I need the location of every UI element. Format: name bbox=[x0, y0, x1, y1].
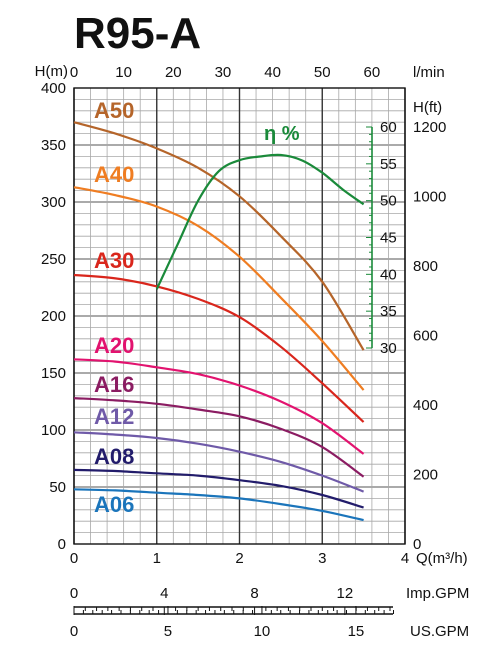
right-axis-tick-label: 400 bbox=[413, 397, 438, 414]
right-axis-tick-label: 800 bbox=[413, 258, 438, 275]
head-curve-a08 bbox=[73, 468, 364, 509]
x-axis-tick-label: 3 bbox=[318, 550, 326, 567]
left-axis-tick-label: 0 bbox=[58, 536, 66, 553]
x-axis-tick-label: 2 bbox=[235, 550, 243, 567]
top-axis-tick-label: 40 bbox=[264, 64, 281, 81]
plot-frame bbox=[73, 87, 406, 545]
curve-label-a16: A16 bbox=[94, 372, 134, 397]
right-axis-tick-label: 600 bbox=[413, 328, 438, 345]
top-axis-tick-label: 20 bbox=[165, 64, 182, 81]
us-gpm-tick-label: 10 bbox=[254, 623, 271, 640]
curve-label-a40: A40 bbox=[94, 162, 134, 187]
us-gpm-tick-label: 5 bbox=[164, 623, 172, 640]
left-axis-tick-label: 300 bbox=[41, 194, 66, 211]
x-axis-label: Q(m³/h) bbox=[416, 550, 468, 567]
imp-gpm-tick-label: 8 bbox=[250, 585, 258, 602]
head-curves bbox=[73, 121, 365, 522]
efficiency-label: η % bbox=[264, 123, 300, 145]
efficiency-axis-tick-label: 45 bbox=[380, 230, 397, 247]
right-axis-tick-label: 0 bbox=[413, 536, 421, 553]
efficiency-axis-tick-label: 60 bbox=[380, 119, 397, 136]
right-axis-label: H(ft) bbox=[413, 99, 442, 116]
top-axis-tick-label: 30 bbox=[215, 64, 232, 81]
head-curve-a16 bbox=[73, 397, 365, 478]
left-axis-tick-label: 200 bbox=[41, 308, 66, 325]
curve-label-a12: A12 bbox=[94, 404, 134, 429]
imp-gpm-tick-label: 12 bbox=[337, 585, 354, 602]
top-axis-label: l/min bbox=[413, 64, 445, 81]
left-axis-tick-label: 150 bbox=[41, 365, 66, 382]
left-axis-tick-label: 350 bbox=[41, 137, 66, 154]
imp-gpm-tick-label: 0 bbox=[70, 585, 78, 602]
chart-title: R95-A bbox=[74, 9, 201, 58]
efficiency-curve-group: 30 35 40 45 50 55 60 η % bbox=[155, 119, 397, 357]
head-curve-a50 bbox=[73, 121, 365, 351]
efficiency-curve bbox=[155, 153, 365, 290]
grid bbox=[73, 87, 406, 545]
top-axis-tick-label: 10 bbox=[115, 64, 132, 81]
curve-label-a08: A08 bbox=[94, 444, 134, 469]
head-curve-a30 bbox=[73, 273, 365, 423]
right-axis-tick-label: 1200 bbox=[413, 119, 446, 136]
left-axis-tick-label: 100 bbox=[41, 422, 66, 439]
curve-label-a30: A30 bbox=[94, 248, 134, 273]
left-axis-tick-label: 250 bbox=[41, 251, 66, 268]
curve-label-a06: A06 bbox=[94, 492, 134, 517]
right-axis-tick-label: 200 bbox=[413, 467, 438, 484]
head-curve-a12 bbox=[73, 431, 365, 493]
right-axis-tick-label: 1000 bbox=[413, 189, 446, 206]
efficiency-axis-tick-label: 30 bbox=[380, 340, 397, 357]
curve-label-a20: A20 bbox=[94, 333, 134, 358]
imp-gpm-label: Imp.GPM bbox=[406, 585, 469, 602]
efficiency-axis-tick-label: 50 bbox=[380, 193, 397, 210]
x-axis-tick-label: 4 bbox=[401, 550, 409, 567]
curve-label-a50: A50 bbox=[94, 98, 134, 123]
left-axis-tick-label: 400 bbox=[41, 80, 66, 97]
bottom-scales: 0 4 8 12 Imp.GPM 0 5 10 15 US.GPM bbox=[70, 585, 470, 640]
x-axis-tick-label: 0 bbox=[70, 550, 78, 567]
us-gpm-tick-label: 0 bbox=[70, 623, 78, 640]
head-curve-a20 bbox=[73, 358, 365, 455]
left-axis-label: H(m) bbox=[35, 63, 68, 80]
left-axis-tick-label: 50 bbox=[49, 479, 66, 496]
top-axis-tick-label: 0 bbox=[70, 64, 78, 81]
efficiency-axis-tick-label: 35 bbox=[380, 303, 397, 320]
head-curve-a06 bbox=[73, 488, 364, 522]
efficiency-axis-tick-label: 40 bbox=[380, 266, 397, 283]
head-curve-a40 bbox=[73, 186, 365, 391]
top-axis-tick-label: 50 bbox=[314, 64, 331, 81]
top-axis-tick-label: 60 bbox=[364, 64, 381, 81]
us-gpm-tick-label: 15 bbox=[348, 623, 365, 640]
efficiency-axis-tick-label: 55 bbox=[380, 156, 397, 173]
x-axis-tick-label: 1 bbox=[153, 550, 161, 567]
imp-gpm-tick-label: 4 bbox=[160, 585, 168, 602]
us-gpm-label: US.GPM bbox=[410, 623, 469, 640]
curve-labels: A50 A40 A30 A20 A16 A12 A08 A06 bbox=[94, 98, 134, 517]
